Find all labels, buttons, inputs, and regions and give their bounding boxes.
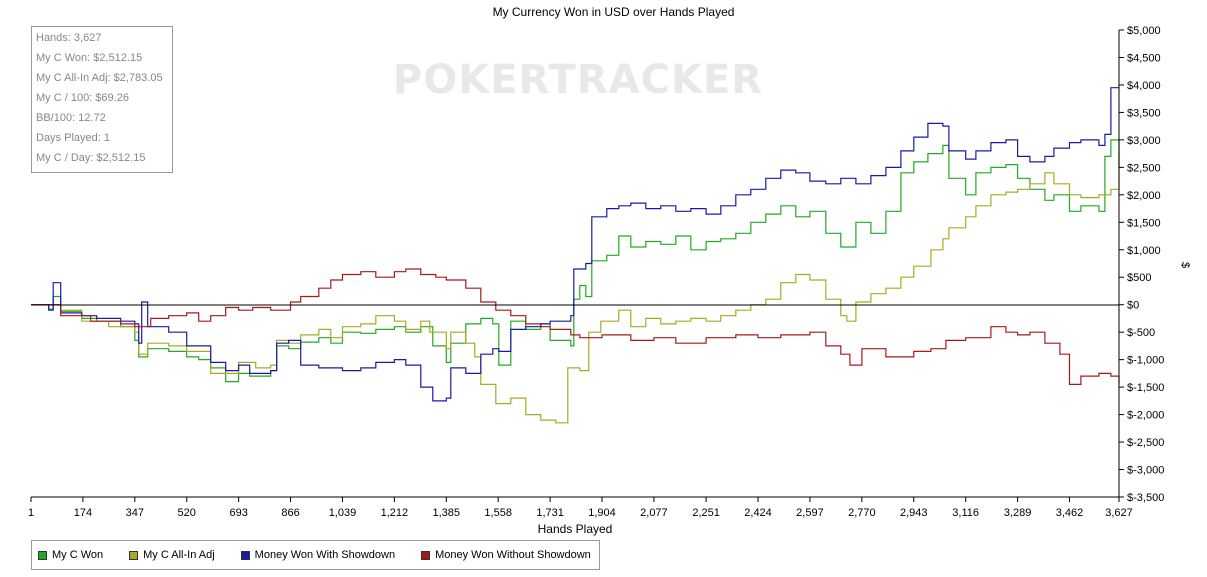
legend-label: Money Won Without Showdown (435, 549, 591, 561)
legend-item: Money Won With Showdown (240, 549, 396, 561)
x-tick-label: 520 (178, 507, 196, 519)
y-tick-label: $-3,500 (1127, 492, 1164, 504)
chart-title: My Currency Won in USD over Hands Played (492, 5, 735, 19)
x-tick-label: 1,039 (329, 507, 357, 519)
legend-swatch (421, 550, 431, 560)
stat-line: Days Played: 1 (36, 132, 110, 144)
y-axis-label: $ (1179, 262, 1191, 268)
x-tick-label: 1,558 (484, 507, 512, 519)
y-tick-label: $1,500 (1127, 217, 1161, 229)
x-tick-label: 2,077 (640, 507, 668, 519)
watermark-logo: POKERTRACKER (393, 57, 763, 103)
legend-label: Money Won With Showdown (254, 549, 396, 561)
legend-item: My C Won (38, 549, 103, 561)
stat-line: BB/100: 12.72 (36, 112, 106, 124)
x-tick-label: 174 (74, 507, 92, 519)
chart-legend: My C Won My C All-In Adj Money Won With Sh… (31, 540, 600, 570)
series-layer (31, 87, 1120, 424)
y-tick-label: $2,500 (1127, 162, 1161, 174)
y-tick-label: $3,500 (1127, 107, 1161, 119)
x-tick-label: 2,770 (848, 507, 876, 519)
x-tick-label: 1,212 (381, 507, 409, 519)
y-tick-label: $500 (1127, 272, 1151, 284)
y-tick-label: $5,000 (1127, 25, 1161, 37)
stat-line: My C Won: $2,512.15 (36, 52, 143, 64)
y-tick-label: $-500 (1127, 327, 1155, 339)
series-line-1 (31, 139, 1120, 383)
legend-swatch (240, 550, 250, 560)
legend-swatch (129, 550, 139, 560)
legend-item: Money Won Without Showdown (421, 549, 591, 561)
x-tick-label: 2,251 (692, 507, 720, 519)
y-tick-label: $4,000 (1127, 80, 1161, 92)
x-tick-label: 347 (126, 507, 144, 519)
y-tick-label: $3,000 (1127, 135, 1161, 147)
y-tick-label: $1,000 (1127, 245, 1161, 257)
stat-line: My C / Day: $2,512.15 (36, 152, 146, 164)
x-tick-label: 1,904 (588, 507, 616, 519)
y-tick-label: $4,500 (1127, 52, 1161, 64)
stat-line: My C All-In Adj: $2,783.05 (36, 72, 163, 84)
x-tick-label: 3,462 (1056, 507, 1084, 519)
stat-line: My C / 100: $69.26 (36, 92, 129, 104)
x-tick-label: 3,289 (1004, 507, 1032, 519)
stat-line: Hands: 3,627 (36, 32, 102, 44)
x-tick-label: 1,731 (536, 507, 564, 519)
y-tick-label: $-3,000 (1127, 465, 1164, 477)
x-tick-label: 3,116 (952, 507, 979, 519)
x-tick-label: 1 (28, 507, 34, 519)
y-tick-label: $2,000 (1127, 190, 1161, 202)
x-tick-label: 3,627 (1105, 507, 1133, 519)
x-tick-label: 2,424 (744, 507, 772, 519)
x-tick-label: 866 (281, 507, 299, 519)
x-tick-label: 693 (229, 507, 247, 519)
y-tick-label: $-1,500 (1127, 382, 1164, 394)
series-line-2 (31, 151, 1120, 424)
x-tick-label: 2,597 (796, 507, 824, 519)
stats-panel: Hands: 3,627 My C Won: $2,512.15 My C All-… (31, 26, 173, 173)
y-tick-label: $-2,500 (1127, 437, 1164, 449)
legend-swatch (38, 550, 47, 560)
y-tick-label: $-1,000 (1127, 355, 1164, 367)
series-line-4 (31, 268, 1120, 385)
series-line-3 (31, 87, 1119, 402)
legend-label: My C All-In Adj (143, 549, 215, 561)
legend-item: My C All-In Adj (129, 549, 215, 561)
x-tick-label: 2,943 (900, 507, 928, 519)
x-ticks: 1 174 347 520 693 866 1,039 1,212 1,385 1,558 1,73… (28, 497, 1133, 519)
x-tick-label: 1,385 (433, 507, 461, 519)
legend-label: My C Won (52, 549, 104, 561)
x-axis-label: Hands Played (538, 522, 613, 536)
y-tick-label: $0 (1127, 300, 1139, 312)
y-tick-label: $-2,000 (1127, 410, 1164, 422)
y-ticks: $5,000 $4,500 $4,000 $3,500 $3,000 $2,500 $2,0… (1119, 25, 1164, 504)
